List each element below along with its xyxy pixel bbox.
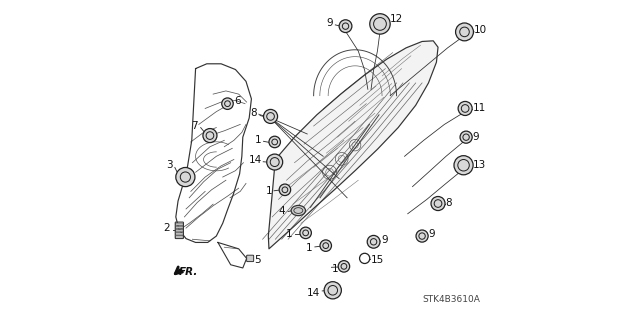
Text: 14: 14 bbox=[248, 155, 262, 166]
Text: 9: 9 bbox=[381, 235, 388, 245]
Text: 6: 6 bbox=[234, 96, 241, 107]
Circle shape bbox=[176, 167, 195, 187]
FancyBboxPatch shape bbox=[175, 233, 183, 235]
Circle shape bbox=[416, 230, 428, 242]
Text: 4: 4 bbox=[279, 205, 285, 216]
Ellipse shape bbox=[291, 205, 305, 216]
FancyBboxPatch shape bbox=[175, 236, 183, 238]
Circle shape bbox=[279, 184, 291, 196]
FancyBboxPatch shape bbox=[175, 223, 183, 226]
Circle shape bbox=[454, 156, 473, 175]
Circle shape bbox=[339, 20, 352, 33]
Circle shape bbox=[458, 101, 472, 115]
Text: 9: 9 bbox=[472, 131, 479, 142]
Text: 2: 2 bbox=[163, 223, 170, 233]
Text: 8: 8 bbox=[250, 108, 257, 118]
Circle shape bbox=[456, 23, 474, 41]
Circle shape bbox=[300, 227, 312, 239]
Text: 10: 10 bbox=[474, 25, 487, 35]
FancyBboxPatch shape bbox=[175, 226, 183, 229]
Circle shape bbox=[324, 282, 341, 299]
Text: 12: 12 bbox=[390, 14, 403, 24]
Text: 1: 1 bbox=[332, 263, 338, 274]
Text: 11: 11 bbox=[473, 103, 486, 113]
Text: 1: 1 bbox=[255, 135, 262, 145]
Text: 5: 5 bbox=[255, 255, 261, 265]
Circle shape bbox=[431, 197, 445, 211]
Text: 1: 1 bbox=[286, 229, 293, 240]
Circle shape bbox=[264, 109, 278, 123]
Text: 14: 14 bbox=[307, 287, 320, 298]
Text: FR.: FR. bbox=[179, 267, 198, 277]
Text: 8: 8 bbox=[445, 197, 452, 208]
Circle shape bbox=[460, 131, 472, 143]
FancyBboxPatch shape bbox=[175, 229, 183, 232]
Text: 1: 1 bbox=[266, 186, 272, 197]
Circle shape bbox=[320, 240, 332, 251]
Circle shape bbox=[203, 129, 217, 143]
Text: 13: 13 bbox=[472, 160, 486, 170]
Circle shape bbox=[370, 14, 390, 34]
Text: 1: 1 bbox=[306, 243, 313, 253]
Text: 7: 7 bbox=[191, 121, 198, 131]
Circle shape bbox=[221, 98, 233, 109]
Text: 15: 15 bbox=[371, 255, 383, 265]
Text: 9: 9 bbox=[428, 229, 435, 240]
Circle shape bbox=[338, 261, 349, 272]
Circle shape bbox=[267, 154, 283, 170]
Polygon shape bbox=[268, 41, 438, 249]
Circle shape bbox=[367, 235, 380, 248]
Text: 9: 9 bbox=[326, 18, 333, 28]
Text: 3: 3 bbox=[166, 160, 173, 170]
FancyBboxPatch shape bbox=[246, 255, 253, 262]
Circle shape bbox=[269, 136, 280, 148]
Text: STK4B3610A: STK4B3610A bbox=[422, 295, 480, 304]
